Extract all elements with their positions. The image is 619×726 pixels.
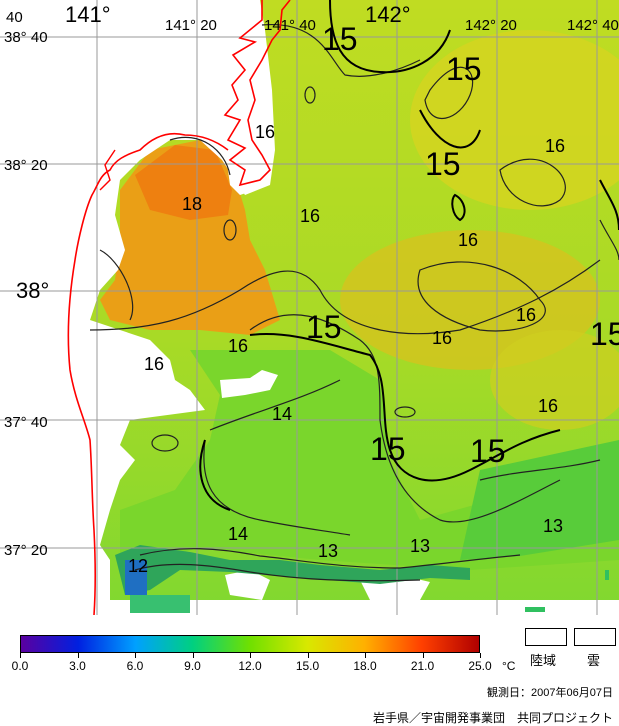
contour-label: 16 <box>458 230 478 250</box>
colorbar-tick-label: 15.0 <box>295 659 320 673</box>
lon-label-142-40: 142° 40 <box>567 17 619 34</box>
contour-label: 16 <box>255 122 275 142</box>
colorbar-tick-label: 0.0 <box>11 659 29 673</box>
lon-label-141-40: 141° 40 <box>264 17 316 34</box>
colorbar-tick <box>250 653 251 658</box>
cloud-legend-box <box>574 628 616 646</box>
sst-map: 141° 141° 20 141° 40 142° 142° 20 142° 4… <box>0 0 619 615</box>
lat-label-38-40: 38° 40 <box>4 29 48 46</box>
warm-patch-north <box>410 30 619 210</box>
lat-label-38: 38° <box>16 278 49 303</box>
contour-label: 13 <box>410 536 430 556</box>
contour-label: 13 <box>543 516 563 536</box>
contour-loop-2 <box>304 86 316 104</box>
contour-label: 15 <box>425 146 461 182</box>
lon-label-141: 141° <box>65 2 111 27</box>
colorbar-tick-label: 6.0 <box>126 659 144 673</box>
contour-loop-3 <box>151 434 179 452</box>
contour-18-loop <box>169 136 231 176</box>
sea-bottom-left <box>130 595 190 613</box>
lat-label-38-20: 38° 20 <box>4 157 48 174</box>
contour-label: 16 <box>516 305 536 325</box>
colorbar-tick-label: 18.0 <box>353 659 377 673</box>
unit-label: °C <box>502 659 516 673</box>
land-area <box>0 0 275 615</box>
lat-label-37-20: 37° 20 <box>4 542 48 559</box>
contour-label: 12 <box>128 556 148 576</box>
graticule <box>0 0 619 615</box>
white-bottom <box>110 600 619 615</box>
colorbar <box>20 635 480 653</box>
contour-label: 15 <box>370 431 406 467</box>
coastline <box>67 0 291 615</box>
credit-text: 岩手県／宇宙開発事業団 共同プロジェクト <box>372 711 613 725</box>
contour-label: 14 <box>272 404 292 424</box>
contour-label: 15 <box>306 309 342 345</box>
colorbar-tick <box>480 653 481 658</box>
contour-label: 15 <box>322 21 358 57</box>
contour-label: 16 <box>545 136 565 156</box>
lon-label-141-20: 141° 20 <box>165 17 217 34</box>
contour-label: 14 <box>228 524 248 544</box>
sea-fragment-2 <box>605 570 609 580</box>
warm-patch-east2 <box>490 330 619 430</box>
contour-label: 13 <box>318 541 338 561</box>
sea-fragment <box>525 607 545 612</box>
contour-label: 16 <box>228 336 248 356</box>
lon-label-142-20: 142° 20 <box>465 17 517 34</box>
contour-label: 15 <box>446 51 482 87</box>
observation-date: 観測日：2007年06月07日 <box>487 687 613 699</box>
colorbar-tick <box>422 653 424 658</box>
coastline-inner <box>99 149 116 191</box>
contour-label: 16 <box>538 396 558 416</box>
contour-loop <box>223 219 237 241</box>
contour-label: 18 <box>182 194 202 214</box>
colorbar-tick <box>192 653 194 658</box>
lat-label-corner: 40 <box>6 9 23 26</box>
land-legend-box <box>525 628 567 646</box>
coastal-cold-strip <box>115 545 470 595</box>
cool-zone-13 <box>460 440 619 560</box>
lat-label-37-40: 37° 40 <box>4 414 48 431</box>
lon-label-142: 142° <box>365 2 411 27</box>
contour-label: 15 <box>470 433 506 469</box>
cloud-patch <box>220 370 278 398</box>
contour-loop-4 <box>394 406 416 418</box>
contour-label: 16 <box>300 206 320 226</box>
colorbar-tick-label: 9.0 <box>184 659 201 673</box>
colorbar-tick <box>365 653 366 658</box>
land-legend-label: 陸域 <box>530 653 557 668</box>
contour-label: 15 <box>590 316 619 352</box>
colorbar-tick <box>20 653 21 658</box>
cloud-patch-3 <box>225 570 270 600</box>
colorbar-tick <box>135 653 136 658</box>
colorbar-tick-label: 12.0 <box>238 659 262 673</box>
colorbar-tick-label: 25.0 <box>468 659 492 673</box>
colorbar-tick-label: 21.0 <box>410 659 435 673</box>
contours <box>89 24 619 582</box>
contour-label: 16 <box>432 328 452 348</box>
colorbar-tick-label: 3.0 <box>69 659 86 673</box>
colorbar-tick <box>77 653 79 658</box>
contour-label: 16 <box>144 354 164 374</box>
cloud-legend-label: 雲 <box>587 653 601 668</box>
colorbar-tick <box>307 653 309 658</box>
